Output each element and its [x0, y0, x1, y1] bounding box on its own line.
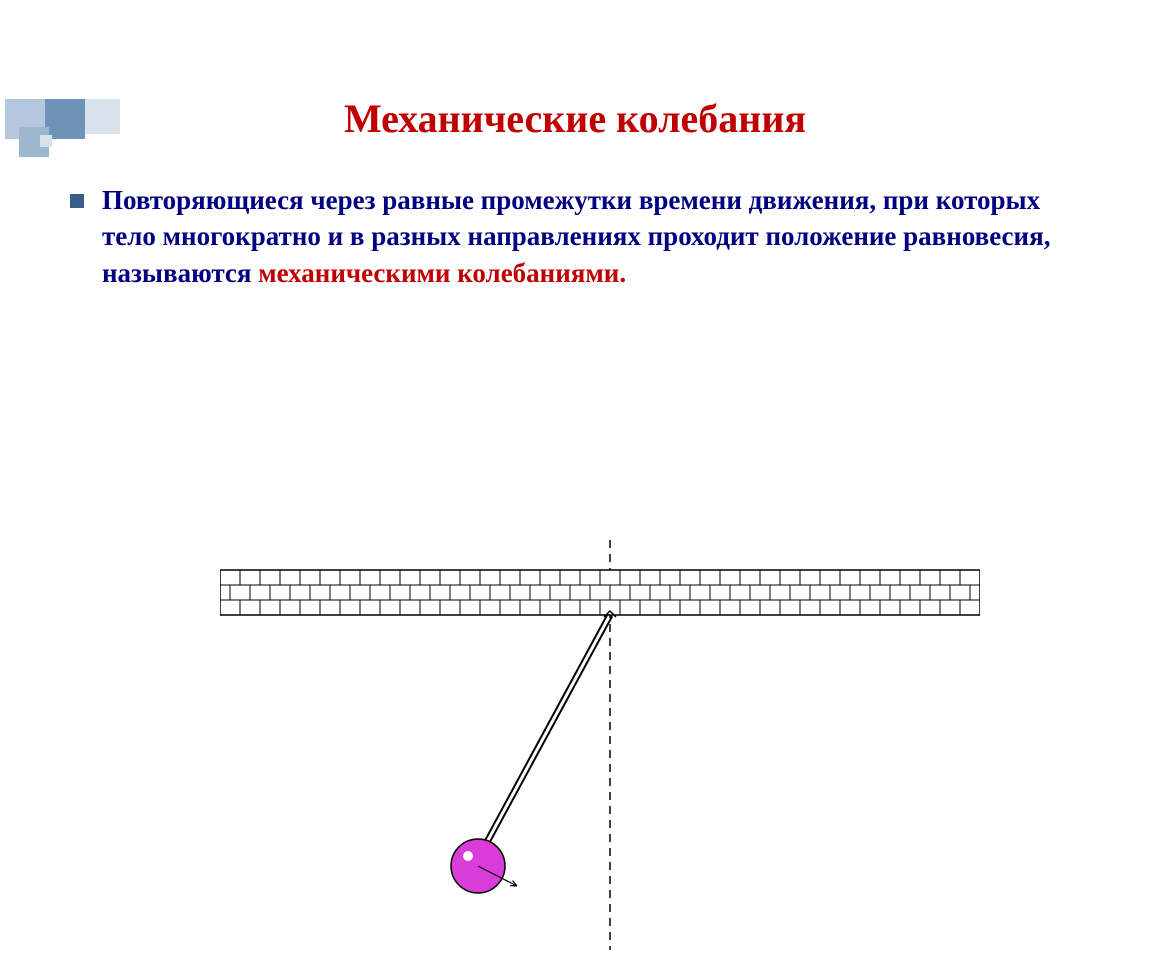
page-title: Механические колебания [0, 95, 1150, 142]
definition-highlight: механическими колебаниями. [258, 258, 626, 288]
definition-block: Повторяющиеся через равные промежутки вр… [70, 182, 1070, 291]
content-wrapper: Повторяющиеся через равные промежутки вр… [0, 182, 1150, 291]
pendulum-diagram [220, 540, 980, 950]
bullet-icon [70, 194, 84, 208]
corner-decoration [0, 95, 140, 180]
definition-text: Повторяющиеся через равные промежутки вр… [102, 182, 1070, 291]
